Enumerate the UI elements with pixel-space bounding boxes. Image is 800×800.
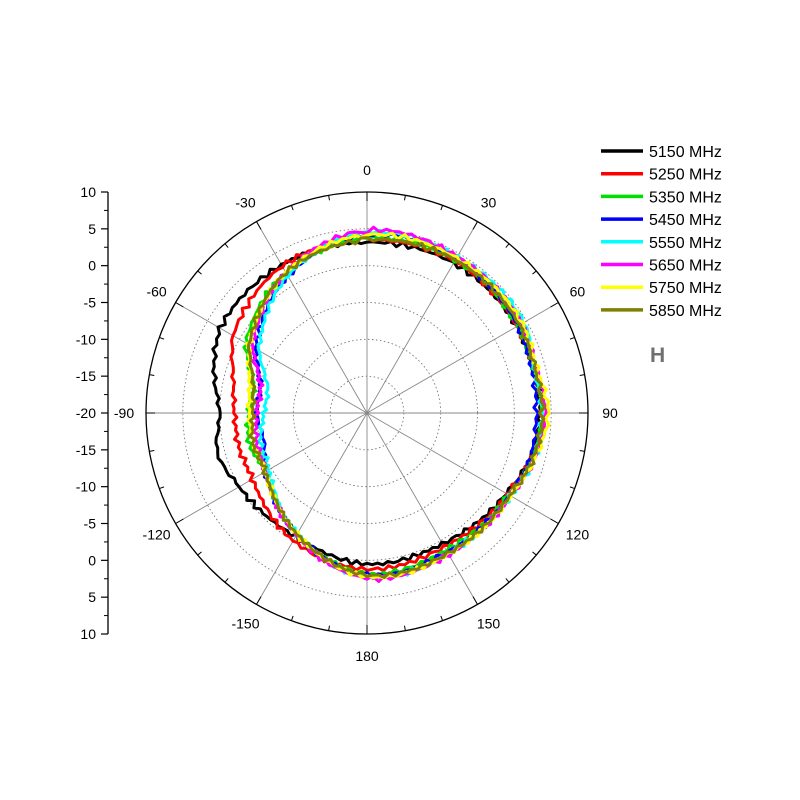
angle-tick	[328, 625, 330, 631]
angle-tick	[569, 486, 575, 490]
legend-label: 5550 MHz	[649, 235, 722, 252]
polar-grid	[145, 191, 589, 635]
angle-tick	[532, 551, 537, 556]
angle-tick	[159, 486, 165, 490]
angle-tick	[579, 450, 585, 452]
grid-spoke	[256, 221, 368, 414]
grid-spoke	[256, 412, 368, 605]
legend-label: 5150 MHz	[649, 144, 722, 161]
angle-tick	[256, 221, 262, 230]
angle-tick	[472, 221, 478, 230]
angle-tick	[290, 615, 294, 621]
grid-spoke	[175, 302, 368, 414]
angle-tick-label: 90	[602, 405, 618, 421]
angle-tick-label: -120	[143, 527, 171, 543]
angle-tick-label: 0	[363, 162, 371, 178]
legend: 5150 MHz 5250 MHz 5350 MHz 5450 MHz 5550 MHz…	[601, 144, 722, 320]
grid-spoke	[366, 412, 478, 605]
legend-label: 5850 MHz	[649, 303, 722, 320]
angle-tick	[159, 336, 165, 340]
radial-tick-label: 10	[80, 184, 96, 200]
series-layer	[211, 225, 551, 583]
angle-tick	[197, 270, 202, 275]
radial-tick-label: -15	[76, 442, 96, 458]
radial-tick-label: 0	[88, 258, 96, 274]
angle-tick	[197, 551, 202, 556]
angle-tick-label: 60	[570, 284, 586, 300]
angle-tick	[472, 596, 478, 605]
grid-spoke	[366, 302, 559, 414]
grid-spoke	[175, 412, 368, 524]
angle-tick	[256, 596, 262, 605]
angle-tick	[224, 578, 229, 583]
legend-label: 5750 MHz	[649, 280, 722, 297]
angle-tick	[175, 518, 184, 524]
legend-label: 5250 MHz	[649, 167, 722, 184]
angle-tick	[550, 518, 559, 524]
series-line	[252, 230, 540, 580]
angle-tick-label: 30	[481, 195, 497, 211]
radial-tick-label: -5	[84, 295, 97, 311]
radial-tick-label: -15	[76, 368, 96, 384]
radial-tick-label: -20	[76, 405, 96, 421]
radial-tick-label: 10	[80, 626, 96, 642]
series-line	[245, 231, 551, 580]
legend-label: 5650 MHz	[649, 258, 722, 275]
angle-tick-labels: 0 30 60 90 120 150 180 -150 -120 -90 -60 -30	[114, 162, 618, 664]
angle-tick	[404, 625, 406, 631]
angle-tick	[175, 302, 184, 308]
angle-tick	[505, 578, 510, 583]
angle-tick	[404, 195, 406, 201]
angle-tick	[505, 243, 510, 248]
angle-tick	[440, 615, 444, 621]
angle-tick	[328, 195, 330, 201]
angle-tick	[440, 205, 444, 211]
angle-tick	[532, 270, 537, 275]
grid-spoke	[366, 412, 559, 524]
angle-tick-label: -60	[146, 284, 166, 300]
legend-label: 5350 MHz	[649, 189, 722, 206]
series-line	[247, 236, 546, 579]
radial-tick-label: 0	[88, 552, 96, 568]
angle-tick	[569, 336, 575, 340]
angle-tick-label: 120	[566, 527, 590, 543]
angle-tick	[550, 302, 559, 308]
radial-tick-label: -10	[76, 331, 96, 347]
angle-tick	[290, 205, 294, 211]
angle-tick-label: 150	[477, 615, 501, 631]
angle-tick-label: 180	[355, 648, 379, 664]
grid-spoke	[366, 221, 478, 414]
angle-tick	[149, 374, 155, 376]
angle-tick	[579, 374, 585, 376]
radial-tick-label: -10	[76, 479, 96, 495]
series-line	[256, 228, 546, 579]
radial-tick-label: 5	[88, 221, 96, 237]
angle-tick	[149, 450, 155, 452]
legend-label: 5450 MHz	[649, 212, 722, 229]
angle-tick	[224, 243, 229, 248]
angle-tick-label: -30	[235, 195, 255, 211]
radial-tick-label: -5	[84, 516, 97, 532]
angle-tick-label: -150	[231, 615, 259, 631]
radial-tick-label: 5	[88, 589, 96, 605]
radial-axis: 10 5 0 -5 -10 -15 -20 -15 -10 -5 0 5 10	[76, 184, 109, 642]
angle-tick-label: -90	[114, 405, 134, 421]
annotation-label: H	[650, 344, 665, 367]
